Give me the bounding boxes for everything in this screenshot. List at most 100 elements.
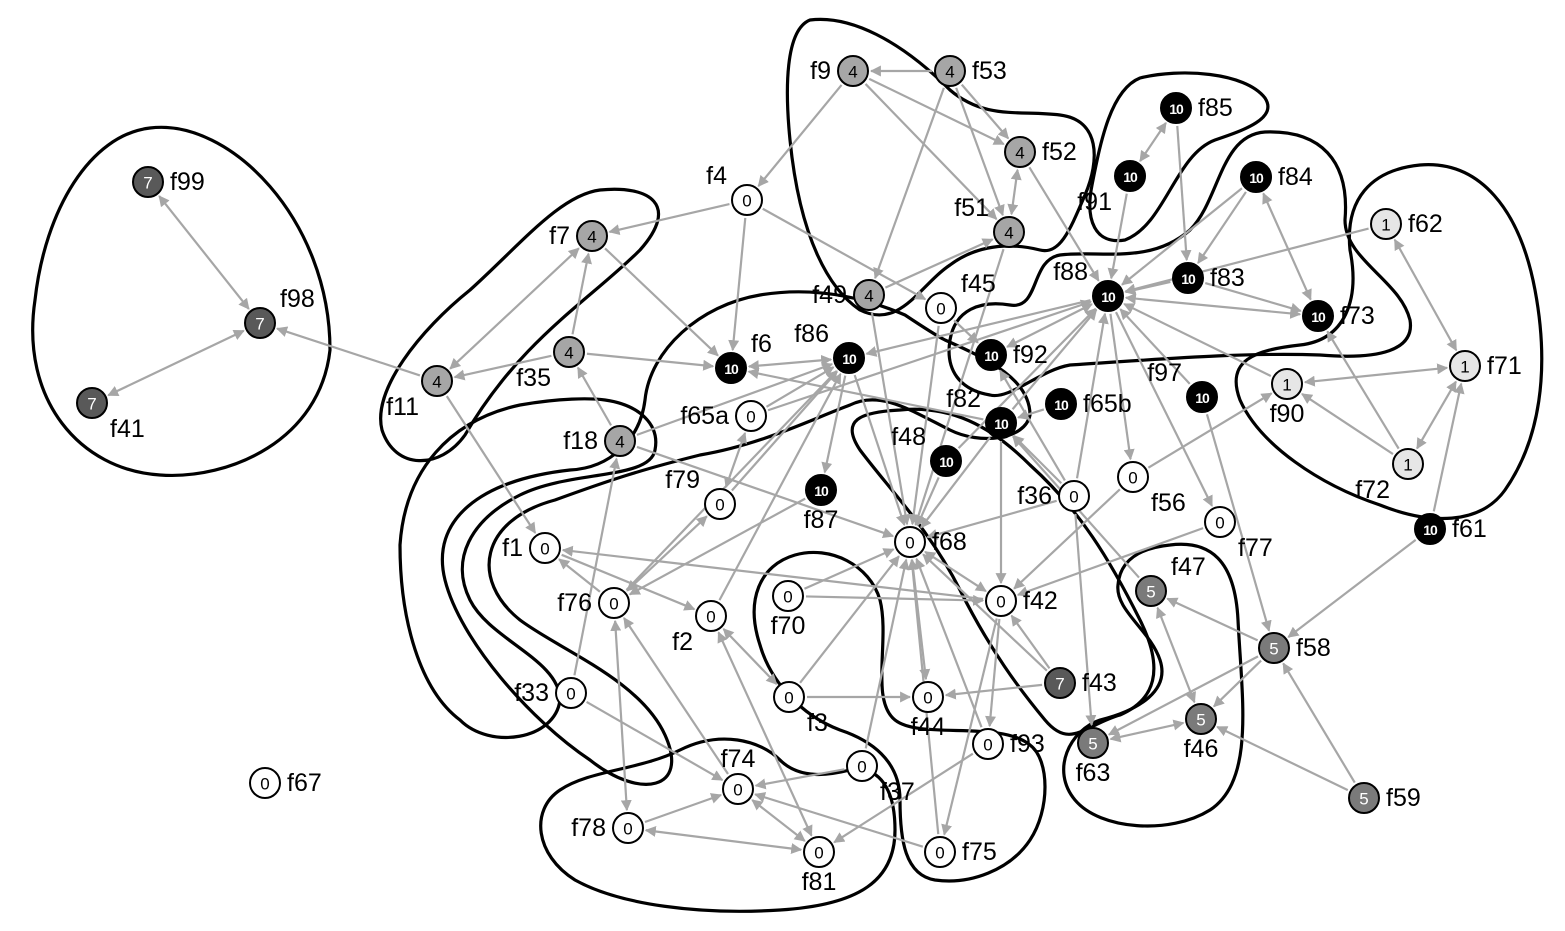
node-f97[interactable]: 10 f97 — [1147, 359, 1218, 413]
node-value: 10 — [994, 416, 1009, 432]
edge-f65a-f86 — [765, 366, 835, 408]
node-f36[interactable]: 0 f36 — [1017, 480, 1090, 512]
node-f68[interactable]: 0 f68 — [894, 526, 967, 558]
node-f61[interactable]: 10 f61 — [1414, 513, 1487, 545]
node-circle — [1058, 480, 1090, 512]
node-f59[interactable]: 5 f59 — [1348, 782, 1421, 814]
node-circle — [1414, 513, 1446, 545]
node-label: f51 — [954, 194, 989, 222]
edge-f18-f68 — [636, 445, 895, 539]
node-f86[interactable]: 10 f86 — [794, 320, 865, 374]
node-f82[interactable]: 10 f82 — [946, 385, 1017, 439]
node-f71[interactable]: 1 f71 — [1449, 350, 1522, 382]
node-f58[interactable]: 5 f58 — [1258, 632, 1331, 664]
node-f7[interactable]: 4 f7 — [549, 220, 608, 252]
node-f3[interactable]: 0 f3 — [773, 681, 828, 737]
node-f18[interactable]: 4 f18 — [563, 425, 636, 457]
node-f92[interactable]: 10 f92 — [975, 339, 1048, 371]
node-f73[interactable]: 10 f73 — [1302, 300, 1375, 332]
edge-f76-f1 — [558, 558, 601, 593]
node-f42[interactable]: 0 f42 — [985, 585, 1058, 617]
edge-f97-f88 — [1119, 308, 1191, 385]
node-f37[interactable]: 0 f37 — [846, 750, 915, 806]
edge-f9-f4 — [757, 84, 843, 187]
node-f1[interactable]: 0 f1 — [502, 532, 561, 564]
node-f75[interactable]: 0 f75 — [924, 836, 997, 868]
node-f49[interactable]: 4 f49 — [812, 279, 885, 311]
node-f85[interactable]: 10 f85 — [1160, 92, 1233, 124]
edge-f4-f45 — [762, 207, 927, 301]
node-value: 1 — [1282, 376, 1291, 395]
node-f51[interactable]: 4 f51 — [954, 194, 1025, 248]
node-f52[interactable]: 4 f52 — [1004, 136, 1077, 168]
node-f88[interactable]: 10 f88 — [1053, 258, 1124, 312]
edge-f48-f68 — [916, 477, 940, 527]
node-f98[interactable]: 7 f98 — [244, 285, 315, 339]
node-label: f62 — [1408, 210, 1443, 238]
edge-f4-f6 — [728, 217, 747, 352]
node-f93[interactable]: 0 f93 — [972, 728, 1045, 760]
node-f33[interactable]: 0 f33 — [514, 677, 587, 709]
node-value: 0 — [857, 758, 866, 777]
node-label: f75 — [962, 838, 997, 866]
node-f45[interactable]: 0 f45 — [925, 270, 996, 324]
node-label: f2 — [672, 628, 693, 656]
node-circle — [930, 445, 962, 477]
edge-f90-f88 — [1123, 302, 1272, 378]
node-f84[interactable]: 10 f84 — [1240, 161, 1313, 193]
node-f2[interactable]: 0 f2 — [672, 600, 727, 656]
node-value: 5 — [1359, 790, 1368, 809]
node-f11[interactable]: 4 f11 — [386, 365, 453, 421]
node-label: f44 — [911, 713, 946, 741]
node-f9[interactable]: 4 f9 — [810, 55, 869, 87]
node-f47[interactable]: 5 f47 — [1135, 553, 1206, 607]
node-f56[interactable]: 0 f56 — [1117, 461, 1186, 517]
node-circle — [894, 526, 926, 558]
node-f99[interactable]: 7 f99 — [132, 166, 205, 198]
node-f62[interactable]: 1 f62 — [1370, 208, 1443, 240]
node-f41[interactable]: 7 f41 — [76, 387, 145, 443]
edge-f2-f86 — [718, 372, 842, 601]
node-f6[interactable]: 10 f6 — [715, 330, 772, 384]
node-f72[interactable]: 1 f72 — [1355, 448, 1424, 504]
node-f83[interactable]: 10 f83 — [1172, 262, 1245, 294]
node-f65b[interactable]: 10 f65b — [1045, 388, 1132, 420]
node-f43[interactable]: 7 f43 — [1044, 667, 1117, 699]
node-f91[interactable]: 10 f91 — [1077, 160, 1146, 216]
node-value: 7 — [255, 315, 264, 334]
node-circle — [975, 339, 1007, 371]
node-f79[interactable]: 0 f79 — [665, 466, 736, 520]
node-circle — [985, 407, 1017, 439]
edge-f77-f42 — [1016, 527, 1204, 597]
node-f67[interactable]: 0 f67 — [249, 767, 322, 799]
node-label: f83 — [1210, 264, 1245, 292]
node-circle — [1077, 727, 1109, 759]
node-f53[interactable]: 4 f53 — [934, 55, 1007, 87]
node-f65a[interactable]: 0 f65a — [680, 400, 767, 432]
node-circle — [735, 400, 767, 432]
node-value: 10 — [1169, 101, 1184, 117]
node-value: 0 — [1128, 469, 1137, 488]
node-f48[interactable]: 10 f48 — [891, 423, 962, 477]
node-value: 7 — [1055, 675, 1064, 694]
edge-f56-f42 — [1013, 488, 1121, 590]
node-label: f47 — [1171, 553, 1206, 581]
node-f4[interactable]: 0 f4 — [706, 162, 763, 216]
edge-f82-f88 — [1011, 308, 1098, 410]
edge-f61-f71 — [1432, 382, 1465, 512]
node-f77[interactable]: 0 f77 — [1204, 506, 1273, 562]
node-f35[interactable]: 4 f35 — [516, 336, 585, 392]
node-f76[interactable]: 0 f76 — [557, 587, 630, 619]
node-f78[interactable]: 0 f78 — [571, 812, 644, 844]
edge-f2-f81 — [717, 631, 813, 837]
node-label: f7 — [549, 222, 570, 250]
